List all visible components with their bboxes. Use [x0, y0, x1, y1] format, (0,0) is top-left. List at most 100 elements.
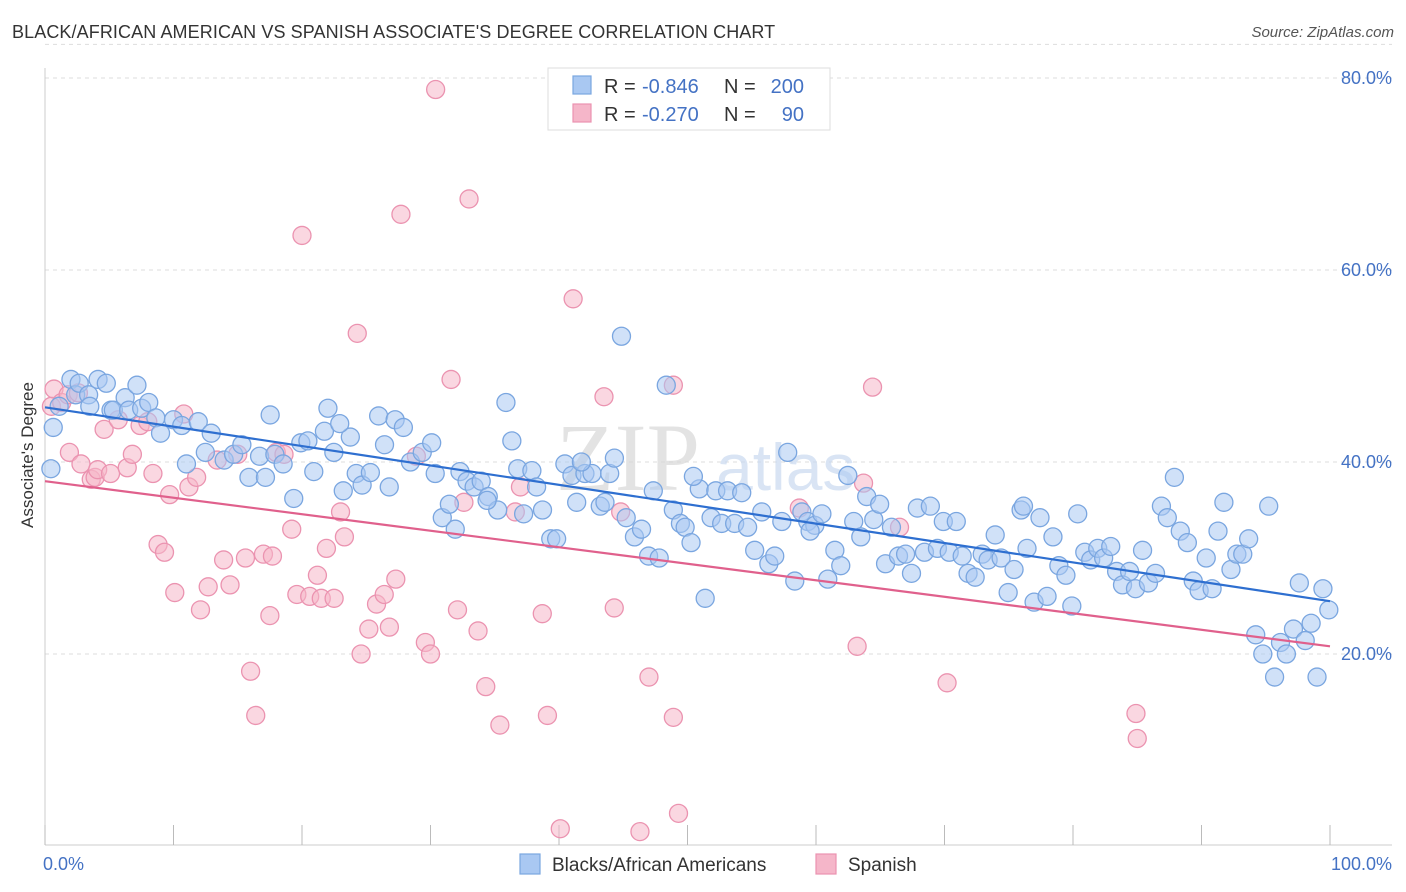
pink-data-point	[937, 673, 957, 693]
legend-n-value: 90	[782, 104, 804, 126]
pink-data-point	[307, 565, 328, 585]
blue-data-point	[870, 494, 890, 514]
pink-data-point	[594, 387, 614, 407]
blue-data-point	[41, 459, 61, 479]
bottom-legend-label-pink: Spanish	[848, 855, 917, 876]
blue-data-point	[422, 433, 442, 453]
blue-data-point	[920, 496, 941, 516]
blue-data-point	[314, 421, 335, 441]
blue-data-point	[1295, 630, 1315, 651]
pink-data-point	[100, 463, 121, 484]
legend-swatch-pink	[572, 103, 592, 123]
legend-r-value: -0.270	[642, 104, 699, 126]
blue-data-point	[1239, 529, 1259, 549]
blue-data-point	[745, 540, 765, 560]
blue-data-point	[522, 460, 542, 481]
blue-data-point	[150, 423, 171, 443]
blue-data-point	[340, 427, 360, 447]
chart-source: Source: ZipAtlas.com	[1251, 24, 1394, 41]
blue-data-point	[1013, 496, 1034, 516]
blue-data-point	[831, 556, 851, 576]
blue-data-point	[1264, 667, 1285, 687]
blue-data-point	[895, 544, 916, 564]
pink-data-point	[604, 598, 624, 618]
blue-data-point	[695, 588, 715, 608]
blue-data-point	[1319, 600, 1339, 620]
pink-data-point	[490, 715, 510, 735]
pink-data-point	[351, 644, 371, 664]
legend-swatch-blue	[572, 75, 592, 95]
blue-data-point	[1301, 613, 1321, 633]
blue-data-point	[611, 326, 632, 346]
legend: R = -0.846 N = 200 R = -0.270 N = 90	[547, 67, 831, 131]
blue-data-point	[1101, 536, 1121, 557]
blue-data-point	[800, 521, 820, 541]
blue-data-point	[496, 392, 516, 413]
y-axis-title: Associate's Degree	[18, 382, 37, 528]
blue-data-point	[1043, 527, 1063, 547]
pink-data-point	[334, 527, 355, 547]
legend-n-label: N =	[724, 76, 756, 98]
blue-data-point	[998, 582, 1018, 603]
blue-data-point	[946, 511, 966, 532]
x-tick-label-min: 0.0%	[43, 854, 84, 874]
blue-data-point	[778, 442, 798, 463]
blue-data-point	[273, 454, 293, 474]
pink-data-point	[441, 369, 461, 390]
blue-data-point	[1196, 548, 1216, 568]
legend-n-value: 200	[771, 76, 804, 98]
pink-data-point	[240, 661, 261, 681]
blue-data-point	[330, 413, 350, 434]
blue-data-point	[195, 442, 215, 463]
blue-data-point	[96, 373, 116, 393]
bottom-legend-swatch-pink	[815, 853, 837, 875]
blue-data-point	[732, 483, 752, 503]
blue-data-point	[1253, 644, 1273, 664]
pink-data-point	[1127, 728, 1147, 749]
blue-data-point	[425, 463, 445, 484]
pink-data-point	[420, 644, 441, 664]
blue-data-point	[1132, 540, 1153, 560]
blue-data-point	[513, 504, 534, 524]
blue-data-point	[260, 405, 280, 425]
blue-data-point	[333, 481, 353, 501]
blue-data-point	[681, 532, 701, 553]
blue-data-point	[1307, 667, 1327, 687]
blue-data-point	[818, 569, 838, 589]
x-tick-label-max: 100.0%	[1331, 854, 1392, 874]
legend-box	[547, 67, 831, 131]
pink-data-point	[246, 705, 266, 726]
blue-data-point	[1157, 508, 1177, 528]
bottom-legend-swatch-blue	[519, 853, 541, 875]
blue-data-point	[631, 519, 652, 539]
pink-data-point	[143, 463, 163, 484]
blue-data-point	[838, 465, 858, 486]
pink-data-point	[532, 604, 552, 624]
pink-data-point	[359, 619, 379, 639]
pink-data-point	[71, 454, 91, 474]
blue-data-point	[374, 435, 395, 455]
blue-data-point	[439, 494, 460, 514]
y-tick-label: 40.0%	[1341, 452, 1392, 472]
pink-data-point	[59, 442, 80, 463]
pink-data-point	[235, 548, 256, 568]
pink-data-point	[190, 600, 211, 620]
pink-data-point	[639, 667, 659, 687]
blue-data-point	[1004, 559, 1024, 580]
blue-data-point	[127, 375, 147, 395]
pink-data-point	[213, 550, 234, 570]
pink-data-point	[262, 546, 283, 566]
blue-data-point	[49, 396, 69, 416]
blue-data-point	[965, 567, 985, 587]
pink-data-point	[668, 803, 689, 824]
blue-data-point	[172, 415, 192, 436]
blue-data-point	[393, 417, 414, 438]
pink-data-point	[459, 189, 479, 209]
pink-trend-line	[44, 480, 1331, 648]
blue-data-point	[772, 511, 792, 532]
blue-data-point	[502, 431, 522, 451]
blue-data-point	[785, 571, 805, 591]
pink-data-point	[374, 584, 394, 605]
pink-data-point	[663, 707, 684, 728]
